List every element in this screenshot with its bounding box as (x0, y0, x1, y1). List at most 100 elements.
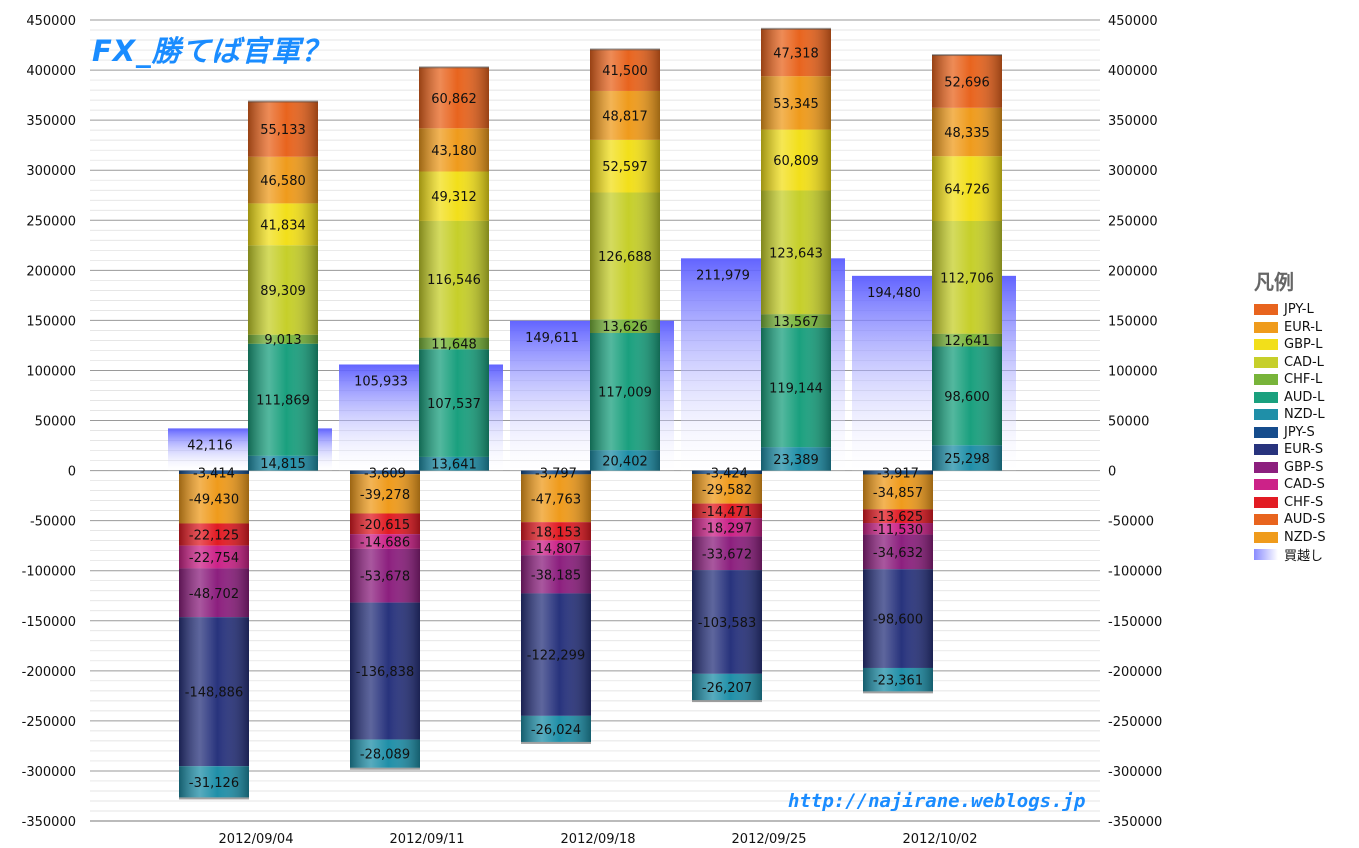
legend-swatch (1254, 426, 1278, 438)
long-stack-shading (932, 346, 1002, 446)
short-stack-value-label: -49,430 (189, 493, 239, 508)
long-stack-value-label: 48,817 (602, 109, 648, 124)
y-tick-label-right: -50000 (1108, 515, 1154, 530)
net-long-value-label: 105,933 (354, 374, 408, 389)
short-stack-shading (692, 536, 762, 571)
chart-title: FX_勝てば官軍？ (92, 34, 332, 68)
legend-item: CHF-S (1254, 494, 1326, 512)
legend-swatch (1254, 444, 1278, 456)
long-stack-shading (590, 450, 660, 471)
long-stack-shading (248, 343, 318, 456)
net-long-value-label: 42,116 (187, 438, 233, 453)
legend-label: EUR-S (1284, 442, 1324, 458)
y-tick-label-left: 150000 (26, 314, 76, 329)
legend-label: JPY-L (1284, 302, 1314, 318)
legend-item: JPY-L (1254, 301, 1326, 319)
legend-label: JPY-S (1284, 424, 1315, 440)
long-stack-shading (761, 190, 831, 315)
short-stack-value-label: -3,424 (706, 466, 748, 481)
short-stack-value-label: -148,886 (185, 686, 243, 701)
short-stack-shading (863, 667, 933, 692)
legend-label: GBP-S (1284, 459, 1324, 475)
long-stack-value-label: 126,688 (598, 250, 652, 265)
x-tick-label: 2012/09/11 (390, 832, 465, 847)
legend-swatch (1254, 496, 1278, 508)
long-stack-value-label: 107,537 (427, 397, 481, 412)
short-stack-value-label: -38,185 (531, 568, 581, 583)
long-stack-value-label: 41,834 (260, 218, 306, 233)
short-stack-value-label: -29,582 (702, 483, 752, 498)
short-stack-shading (521, 474, 591, 523)
short-stack-shading (863, 569, 933, 668)
legend-item: NZD-L (1254, 406, 1326, 424)
legend-label: NZD-L (1284, 407, 1325, 423)
long-stack-value-label: 20,402 (602, 454, 648, 469)
short-stack-shading (179, 617, 249, 767)
legend-swatch (1254, 479, 1278, 491)
legend-swatch (1254, 409, 1278, 421)
legend-item: EUR-S (1254, 441, 1326, 459)
short-stack-value-label: -26,024 (531, 723, 581, 738)
legend-swatch (1254, 391, 1278, 403)
net-long-value-label: 194,480 (867, 286, 921, 301)
long-stack-shading (248, 101, 318, 157)
legend-label: CHF-S (1284, 494, 1324, 510)
long-stack-value-label: 23,389 (773, 453, 819, 468)
short-stack-shading (350, 470, 420, 475)
y-tick-label-right: -250000 (1108, 715, 1162, 730)
long-stack-shading (248, 455, 318, 471)
y-tick-label-right: -350000 (1108, 815, 1162, 830)
long-stack-shading (761, 76, 831, 130)
net-long-value-label: 149,611 (525, 331, 579, 346)
y-tick-label-left: 450000 (26, 14, 76, 29)
long-stack-value-label: 53,345 (773, 97, 819, 112)
short-stack-value-label: -28,089 (360, 748, 410, 763)
y-tick-label-left: 200000 (26, 264, 76, 279)
long-stack-value-label: 117,009 (598, 386, 652, 401)
legend-label: GBP-L (1284, 337, 1323, 353)
long-stack-value-label: 55,133 (260, 123, 306, 138)
legend-item: GBP-L (1254, 336, 1326, 354)
legend-label: AUD-S (1284, 512, 1326, 528)
long-stack-shading (761, 314, 831, 328)
site-url-watermark: http://najirane.weblogs.jp (788, 790, 1086, 812)
x-axis: 2012/09/04 2012/09/11 2012/09/18 2012/09/25… (219, 832, 978, 847)
legend-label: EUR-L (1284, 319, 1323, 335)
y-tick-label-right: -150000 (1108, 615, 1162, 630)
short-stack-value-label: -48,702 (189, 587, 239, 602)
long-stack-shading (932, 55, 1002, 108)
long-stack-value-label: 111,869 (256, 394, 310, 409)
long-stack-shading (761, 129, 831, 191)
y-tick-label-left: 250000 (26, 214, 76, 229)
long-stack-value-label: 14,815 (260, 457, 306, 472)
long-stack-shading (590, 332, 660, 451)
short-stack-value-label: -103,583 (698, 616, 756, 631)
y-tick-label-left: -350000 (22, 815, 76, 830)
long-stack-value-label: 60,809 (773, 154, 819, 169)
y-tick-label-left: -50000 (30, 515, 76, 530)
y-tick-label-right: 400000 (1108, 64, 1158, 79)
legend-item: 買越し (1254, 546, 1326, 564)
short-stack-value-label: -11,530 (873, 523, 923, 538)
short-stack-shading (863, 474, 933, 510)
short-stack-value-label: -34,857 (873, 486, 923, 501)
long-stack-value-label: 48,335 (944, 126, 990, 141)
short-stack-shading (350, 602, 420, 740)
y-tick-label-right: -100000 (1108, 565, 1162, 580)
short-stack-shading (863, 534, 933, 570)
long-stack-value-label: 119,144 (769, 381, 823, 396)
legend-swatch (1254, 356, 1278, 368)
short-stack-shading (521, 715, 591, 742)
long-stack-shading (248, 334, 318, 344)
short-stack-shading (179, 766, 249, 798)
short-stack-shading (179, 545, 249, 569)
short-stack-value-label: -34,632 (873, 546, 923, 561)
long-stack-value-label: 25,298 (944, 452, 990, 467)
long-stack-shading (419, 349, 489, 457)
short-stack-shading (863, 509, 933, 524)
long-stack-value-label: 116,546 (427, 273, 481, 288)
legend-swatch (1254, 321, 1278, 333)
short-stack-end-cap (179, 797, 249, 800)
long-stack-end-cap (761, 27, 831, 30)
legend-item: CAD-S (1254, 476, 1326, 494)
